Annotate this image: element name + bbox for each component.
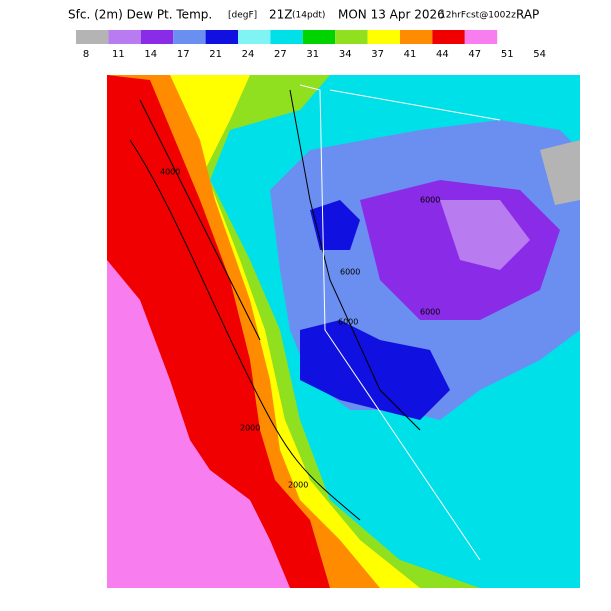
colorbar-label: 24 [242, 49, 255, 60]
colorbar-label: 14 [144, 49, 157, 60]
region-blue [300, 320, 450, 420]
contour-label: 6000 [340, 268, 360, 277]
colorbar-box [108, 30, 141, 44]
colorbar-box [335, 30, 368, 44]
contour-label: 4000 [160, 168, 180, 177]
region-lavender [440, 200, 530, 270]
colorbar-box [400, 30, 433, 44]
title-date: MON 13 Apr 2026 [338, 8, 445, 22]
contour-lines [129, 89, 421, 521]
contour-label: 6000 [420, 196, 440, 205]
colorbar-label: 44 [436, 49, 449, 60]
contour-label: 2000 [288, 481, 308, 490]
colorbar-label: 8 [83, 49, 89, 60]
colorbar-box [140, 30, 174, 44]
colorbar-label: 27 [274, 49, 287, 60]
colorbar-box [76, 30, 109, 44]
title-model: RAP [516, 8, 539, 22]
region-pink [107, 260, 290, 588]
colorbar-label: 11 [112, 49, 125, 60]
contour-label: 2000 [240, 424, 260, 433]
colorbar-label: 37 [371, 49, 384, 60]
colorbar-label: 21 [209, 49, 222, 60]
colorbar-label: 54 [533, 49, 546, 60]
title-local: (14pdt) [292, 11, 325, 21]
colorbar-box [302, 30, 336, 44]
colorbar-label: 31 [306, 49, 319, 60]
colorbar-box [205, 30, 238, 44]
title: Sfc. (2m) Dew Pt. Temp. [degF] 21Z (14pd… [68, 8, 539, 22]
contour-label: 6000 [338, 318, 358, 327]
colorbar-box [464, 30, 498, 44]
region-gray [540, 140, 580, 205]
colorbar: 8 11 14 17 21 24 27 31 34 37 41 44 47 51 54 [76, 30, 546, 60]
colorbar-label: 17 [177, 49, 190, 60]
map: 6000 6000 6000 6000 2000 2000 4000 [107, 75, 580, 588]
state-borders [299, 84, 501, 561]
colorbar-box [238, 30, 271, 44]
colorbar-label: 41 [404, 49, 417, 60]
title-time: 21Z [269, 8, 293, 22]
colorbar-box [432, 30, 465, 44]
colorbar-label: 34 [339, 49, 352, 60]
colorbar-label: 47 [468, 49, 481, 60]
colorbar-box [270, 30, 303, 44]
title-fcst: 12hrFcst@1002z [440, 11, 516, 21]
title-main: Sfc. (2m) Dew Pt. Temp. [68, 8, 212, 22]
contour-label: 6000 [420, 308, 440, 317]
colorbar-box [367, 30, 400, 44]
colorbar-box [173, 30, 206, 44]
colorbar-label: 51 [501, 49, 514, 60]
title-unit: [degF] [228, 11, 257, 21]
